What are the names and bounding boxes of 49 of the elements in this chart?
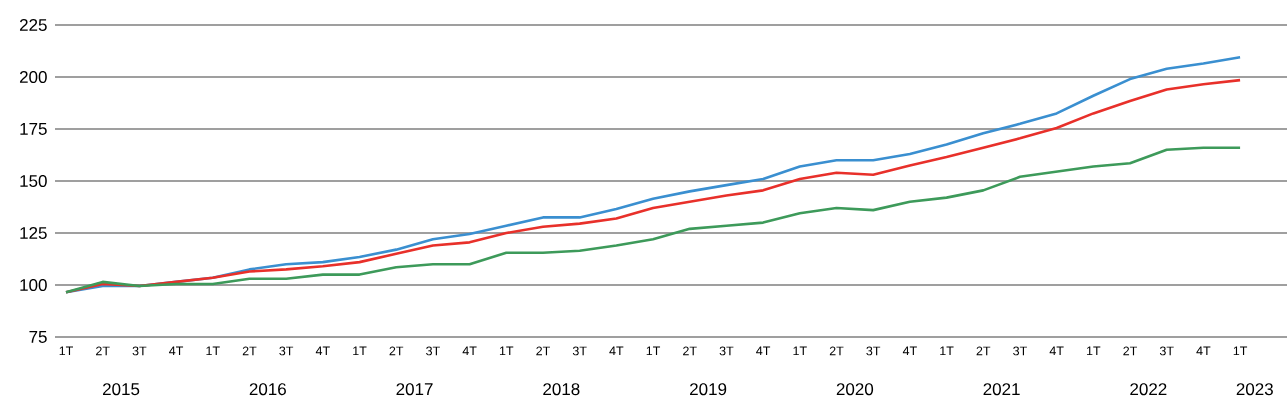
y-tick-label: 125 (20, 226, 47, 240)
y-tick-label: 225 (19, 18, 47, 32)
x-tick-label: 4T (756, 346, 771, 356)
x-tick-label: 3T (572, 346, 587, 356)
x-tick-label: 2T (976, 346, 991, 356)
x-tick-label: 3T (719, 346, 734, 356)
x-tick-label: 4T (462, 346, 477, 356)
x-tick-label: 2T (242, 346, 257, 356)
x-tick-label: 1T (59, 346, 74, 356)
x-tick-label: 1T (1086, 346, 1101, 356)
y-tick-label: 150 (20, 174, 47, 188)
y-tick-label: 175 (20, 123, 47, 135)
x-tick-label: 3T (279, 346, 294, 356)
x-tick-label: 3T (866, 346, 881, 356)
x-tick-label: 4T (1049, 346, 1064, 356)
x-tick-label: 2T (829, 346, 844, 356)
text: 2016 (249, 383, 286, 396)
text: 2015 (102, 383, 140, 396)
text: 2022 (1130, 383, 1167, 396)
x-tick-label: 1T (1233, 346, 1248, 356)
x-tick-label: 2T (536, 346, 550, 356)
y-tick-label: 75 (29, 331, 47, 343)
x-tick-label: 2T (389, 346, 404, 356)
x-tick-label: 3T (132, 346, 147, 356)
x-tick-label: 1T (646, 346, 661, 356)
x-tick-label: 4T (169, 346, 184, 356)
x-tick-label: 3T (1159, 346, 1174, 356)
text: 2020 (836, 383, 874, 396)
text: 2019 (690, 383, 727, 396)
y-tick-label: 200 (19, 70, 47, 84)
x-tick-label: 2T (683, 346, 697, 356)
x-tick-label: 1T (793, 346, 807, 356)
x-tick-label: 2T (1123, 346, 1138, 356)
text: 2018 (543, 383, 580, 396)
text: 2021 (983, 383, 1020, 396)
text: 2017 (396, 383, 433, 396)
text: 2023 (1236, 383, 1273, 396)
x-tick-label: 4T (1196, 346, 1211, 356)
x-tick-label: 1T (499, 346, 514, 356)
x-tick-label: 4T (609, 346, 624, 356)
x-tick-label: 4T (315, 346, 330, 356)
x-tick-label: 1T (940, 346, 954, 356)
x-tick-label: 2T (96, 346, 110, 356)
x-tick-label: 3T (426, 346, 440, 356)
x-tick-label: 4T (902, 346, 917, 356)
y-tick-label: 100 (20, 278, 47, 292)
x-tick-label: 1T (206, 346, 220, 356)
x-tick-label: 1T (353, 346, 367, 356)
x-tick-label: 3T (1013, 346, 1027, 356)
